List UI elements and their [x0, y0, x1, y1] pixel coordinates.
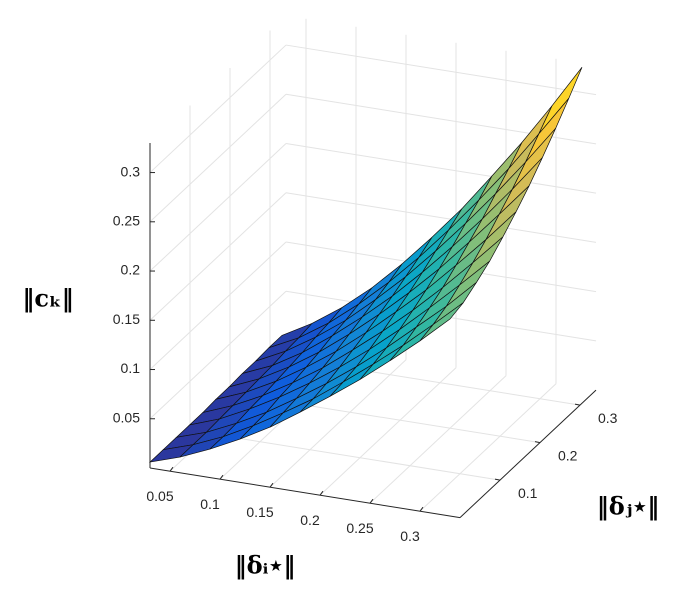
y-tick: [534, 441, 541, 444]
x-tick: [219, 474, 224, 480]
x-tick-label: 0.2: [300, 512, 320, 528]
x-tick: [269, 482, 274, 488]
x-tick: [419, 506, 424, 512]
y-tick-label: 0.2: [558, 447, 578, 463]
z-tick-label: 0.05: [113, 409, 140, 425]
y-tick-label: 0.1: [518, 485, 538, 501]
y-tick-label: 0.3: [598, 410, 618, 426]
grid-line: [419, 383, 557, 512]
x-tick-label: 0.25: [346, 520, 373, 536]
grid-line: [285, 143, 597, 194]
z-tick-label: 0.15: [113, 311, 140, 327]
z-tick-label: 0.2: [121, 262, 141, 278]
x-tick-label: 0.05: [146, 488, 173, 504]
grid-line: [285, 192, 597, 243]
z-tick-label: 0.1: [121, 360, 141, 376]
grid-line: [369, 375, 507, 504]
x-tick: [169, 466, 174, 472]
grid-line: [149, 241, 287, 370]
z-axis-label: ‖cₖ‖: [22, 284, 73, 313]
x-tick-label: 0.1: [200, 496, 220, 512]
grid-line: [285, 44, 597, 96]
y-tick: [574, 403, 581, 406]
surface-patch: [538, 67, 583, 135]
x-tick: [319, 490, 324, 496]
x-axis: [149, 467, 461, 519]
surface-patch: [419, 302, 464, 342]
x-tick: [369, 498, 374, 504]
grid-line: [149, 192, 287, 321]
grid-line: [149, 290, 287, 420]
z-tick-label: 0.25: [113, 213, 140, 229]
x-tick-label: 0.15: [246, 504, 273, 520]
y-tick: [494, 478, 501, 481]
grid-line: [149, 93, 287, 223]
grid-line: [319, 367, 457, 496]
y-axis: [459, 389, 597, 518]
x-tick-label: 0.3: [400, 528, 420, 544]
y-axis-label: ‖δⱼ⋆‖: [597, 492, 660, 521]
z-tick-label: 0.3: [121, 163, 141, 179]
grid-line: [149, 143, 287, 272]
grid-line: [269, 359, 407, 488]
x-axis-label: ‖δᵢ⋆‖: [235, 551, 296, 580]
grid-line: [149, 44, 287, 173]
